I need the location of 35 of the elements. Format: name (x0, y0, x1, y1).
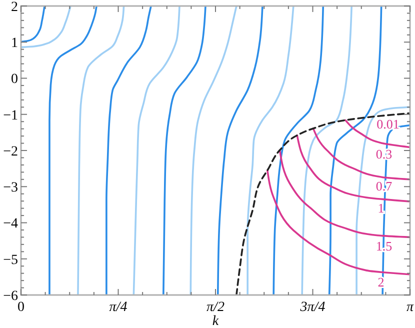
line-series (106, 6, 152, 295)
x-axis-title: k (212, 314, 220, 328)
y-tick-label: 0 (11, 72, 18, 88)
annotation: 1 (378, 200, 384, 216)
y-tick-label: 2 (11, 0, 18, 15)
line-series (216, 6, 264, 295)
line-series (312, 128, 410, 180)
line-series (301, 6, 353, 295)
x-tick-label: π/2 (206, 300, 224, 315)
line-series (190, 6, 238, 295)
line-series (266, 169, 410, 276)
line-series (48, 6, 98, 295)
y-tick-label: −2 (3, 144, 18, 160)
x-tick-label: π/4 (109, 300, 128, 315)
line-series (246, 6, 294, 295)
line-series (278, 149, 410, 238)
x-tick-label: 3π/4 (299, 300, 326, 315)
line-series (272, 6, 324, 295)
line-series (356, 106, 410, 295)
line-series (132, 6, 180, 295)
line-series (296, 134, 410, 202)
y-tick-label: −6 (3, 288, 18, 304)
line-series (77, 6, 125, 295)
y-tick-label: −5 (3, 252, 18, 268)
y-tick-label: −3 (3, 180, 18, 196)
line-series (21, 6, 72, 48)
line-series (236, 112, 410, 295)
y-tick-label: −1 (3, 108, 18, 124)
y-tick-label: 1 (11, 36, 18, 52)
x-tick-label: π (406, 300, 414, 315)
y-tick-label: −4 (3, 216, 18, 232)
line-series (21, 6, 46, 43)
annotation: 0.01 (376, 116, 400, 132)
line-series (344, 119, 410, 148)
line-series (162, 6, 206, 295)
